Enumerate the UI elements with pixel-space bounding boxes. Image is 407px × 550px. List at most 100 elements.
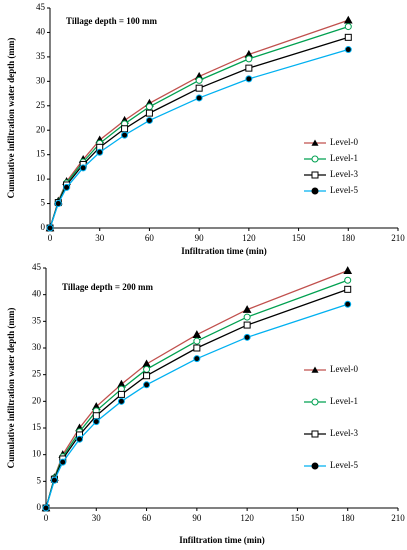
marker [79,164,87,172]
y-tick-label: 25 [32,369,42,379]
x-tick-label: 180 [341,513,355,523]
y-tick-label: 45 [32,262,42,272]
marker [243,321,251,329]
y-tick-label: 30 [32,342,42,352]
x-tick-label: 30 [92,513,102,523]
marker [344,23,352,31]
x-tick-label: 120 [240,513,254,523]
y-axis-label: Cumulative infiltration water depth (mm) [6,308,16,469]
x-tick-label: 210 [391,513,405,523]
marker [193,355,201,363]
chart: 0 30 60 90 120 150 180 210 0 5 10 15 20 25 30 35 40 45 Inf… [6,2,405,256]
x-tick-label: 90 [192,513,202,523]
legend-label: Level-3 [330,428,358,438]
marker [245,55,253,63]
marker [243,313,251,321]
series-line [49,36,349,229]
legend-label: Level-3 [330,169,358,179]
legend-label: Level-1 [330,153,358,163]
marker [46,224,54,232]
y-tick-label: 5 [41,198,46,208]
marker [117,390,125,398]
marker [242,305,252,313]
marker [76,435,84,443]
y-tick-label: 35 [32,315,42,325]
marker [143,372,151,380]
y-tick-label: 30 [36,75,46,85]
marker [59,458,67,466]
x-tick-label: 0 [44,513,49,523]
series-line [45,270,348,509]
marker [344,33,352,41]
marker [92,418,100,426]
y-tick-label: 0 [41,222,46,232]
annotation: Tillage depth = 200 mm [62,282,153,292]
marker [145,103,153,111]
legend-marker [311,430,319,438]
y-tick-label: 40 [36,27,46,37]
x-axis-label: Infiltration time (min) [181,246,267,256]
marker [63,183,71,191]
y-tick-label: 40 [32,289,42,299]
x-tick-label: 150 [291,513,305,523]
marker [96,148,104,156]
x-tick-label: 90 [195,233,205,243]
marker [145,116,153,124]
y-tick-label: 20 [36,124,46,134]
marker [195,84,203,92]
y-tick-label: 15 [32,422,42,432]
legend-marker [311,155,319,163]
marker [117,397,125,405]
marker [344,276,352,284]
legend-label: Level-0 [330,364,358,374]
marker [92,412,100,420]
marker [343,15,353,24]
x-tick-label: 150 [292,233,306,243]
marker [243,333,251,341]
marker [121,131,129,139]
y-tick-label: 45 [36,2,46,12]
x-axis-label: Infiltration time (min) [179,535,265,545]
series-line [49,25,349,229]
y-tick-label: 10 [36,173,46,183]
marker [50,476,58,484]
marker [344,300,352,308]
marker [245,75,253,83]
marker [245,64,253,72]
x-tick-label: 30 [95,233,105,243]
marker [54,200,62,208]
legend-label: Level-0 [330,137,358,147]
x-tick-label: 60 [145,233,155,243]
series-line [45,288,348,509]
marker [121,125,129,133]
marker [145,109,153,117]
y-tick-label: 35 [36,51,46,61]
x-tick-label: 0 [48,233,53,243]
marker [192,330,202,338]
y-tick-label: 25 [36,100,46,110]
x-tick-label: 60 [142,513,152,523]
marker [143,365,151,373]
legend-marker [311,139,319,146]
legend-marker [311,366,319,373]
legend-marker [311,187,319,195]
chart: 0 30 60 90 120 150 180 210 0 5 10 15 20 25 30 35 40 45 Inf… [6,262,405,545]
legend-marker [311,171,319,179]
y-tick-label: 0 [37,502,42,512]
marker [195,76,203,84]
x-tick-label: 210 [391,233,405,243]
x-tick-label: 120 [242,233,256,243]
marker [343,266,353,274]
marker [344,285,352,293]
marker [143,381,151,389]
legend-label: Level-5 [330,460,358,470]
marker [195,94,203,102]
y-tick-label: 15 [36,149,46,159]
y-tick-label: 5 [37,475,42,485]
x-tick-label: 180 [342,233,356,243]
legend-label: Level-1 [330,396,358,406]
annotation: Tillage depth = 100 mm [66,16,157,26]
y-tick-label: 20 [32,395,42,405]
marker [344,46,352,54]
